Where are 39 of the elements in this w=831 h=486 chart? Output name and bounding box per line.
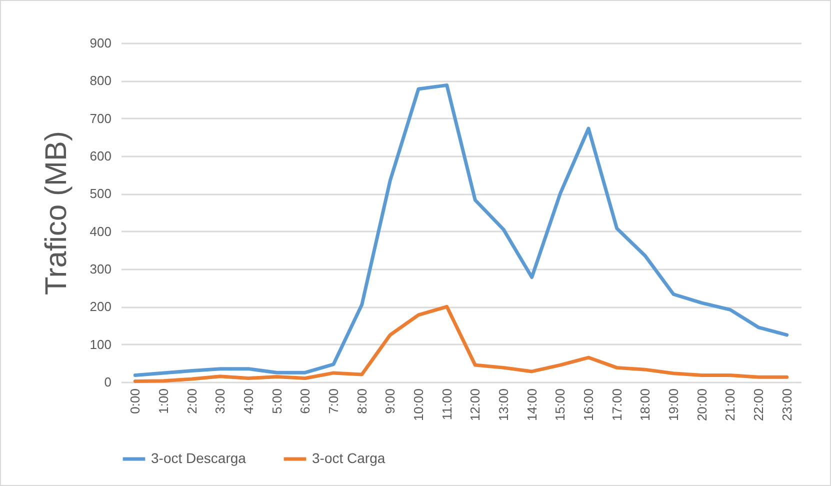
y-tick-label: 300 <box>90 262 112 276</box>
y-tick-label: 800 <box>90 73 112 88</box>
y-tick-label: 600 <box>90 148 112 164</box>
x-tick-label: 9:00 <box>382 388 398 414</box>
x-tick-label: 10:00 <box>411 388 426 422</box>
y-tick-label: 400 <box>90 224 112 239</box>
x-tick-label: 4:00 <box>241 388 256 414</box>
x-tick-label: 17:00 <box>609 388 624 422</box>
x-tick-label: 13:00 <box>496 388 511 422</box>
x-tick-label: 1:00 <box>156 388 171 414</box>
y-tick-label: 500 <box>90 186 112 202</box>
x-tick-label: 16:00 <box>581 388 596 422</box>
x-tick-label: 8:00 <box>354 388 370 414</box>
x-tick-label: 21:00 <box>722 388 738 422</box>
x-tick-label: 5:00 <box>269 388 284 414</box>
x-tick-label: 2:00 <box>184 388 200 414</box>
x-tick-label: 23:00 <box>779 388 794 422</box>
y-tick-label: 200 <box>90 299 112 314</box>
x-tick-label: 3:00 <box>212 388 228 414</box>
x-tick-label: 19:00 <box>666 388 681 422</box>
y-tick-label: 900 <box>90 36 112 50</box>
x-tick-label: 7:00 <box>326 388 341 414</box>
line-series <box>133 83 789 377</box>
y-tick-label: 100 <box>90 336 112 352</box>
x-tick-label: 14:00 <box>524 388 540 422</box>
x-tick-label: 15:00 <box>552 388 568 422</box>
x-tick-label: 20:00 <box>694 388 710 422</box>
x-tick-label: 18:00 <box>638 388 653 422</box>
y-tick-label: 0 <box>104 374 112 390</box>
y-axis-title: Trafico (MB) <box>40 131 73 295</box>
x-tick-label: 22:00 <box>751 388 766 422</box>
legend-label: 3-oct Carga <box>312 450 386 466</box>
x-tick-label: 6:00 <box>298 388 313 414</box>
x-tick-label: 12:00 <box>468 388 483 422</box>
x-tick-label: 0:00 <box>128 388 143 414</box>
y-tick-label: 700 <box>90 110 112 126</box>
legend-label: 3-oct Descarga <box>151 450 246 466</box>
line-series <box>133 304 789 383</box>
x-tick-label: 11:00 <box>439 388 454 420</box>
